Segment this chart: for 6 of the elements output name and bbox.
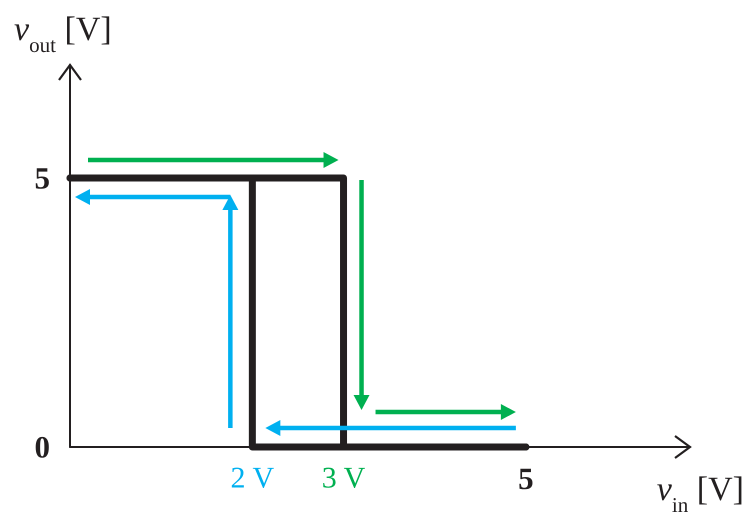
- x-tick-label: 5: [518, 461, 534, 496]
- x-axis-title: v$_{in}$ [V]: [656, 471, 744, 517]
- y-axis-title: v$_{out}$ [V]: [14, 11, 112, 57]
- x-tick-label: 3 V: [322, 462, 366, 494]
- x-tick-label: 2 V: [230, 462, 274, 494]
- y-tick-label: 0: [34, 430, 50, 464]
